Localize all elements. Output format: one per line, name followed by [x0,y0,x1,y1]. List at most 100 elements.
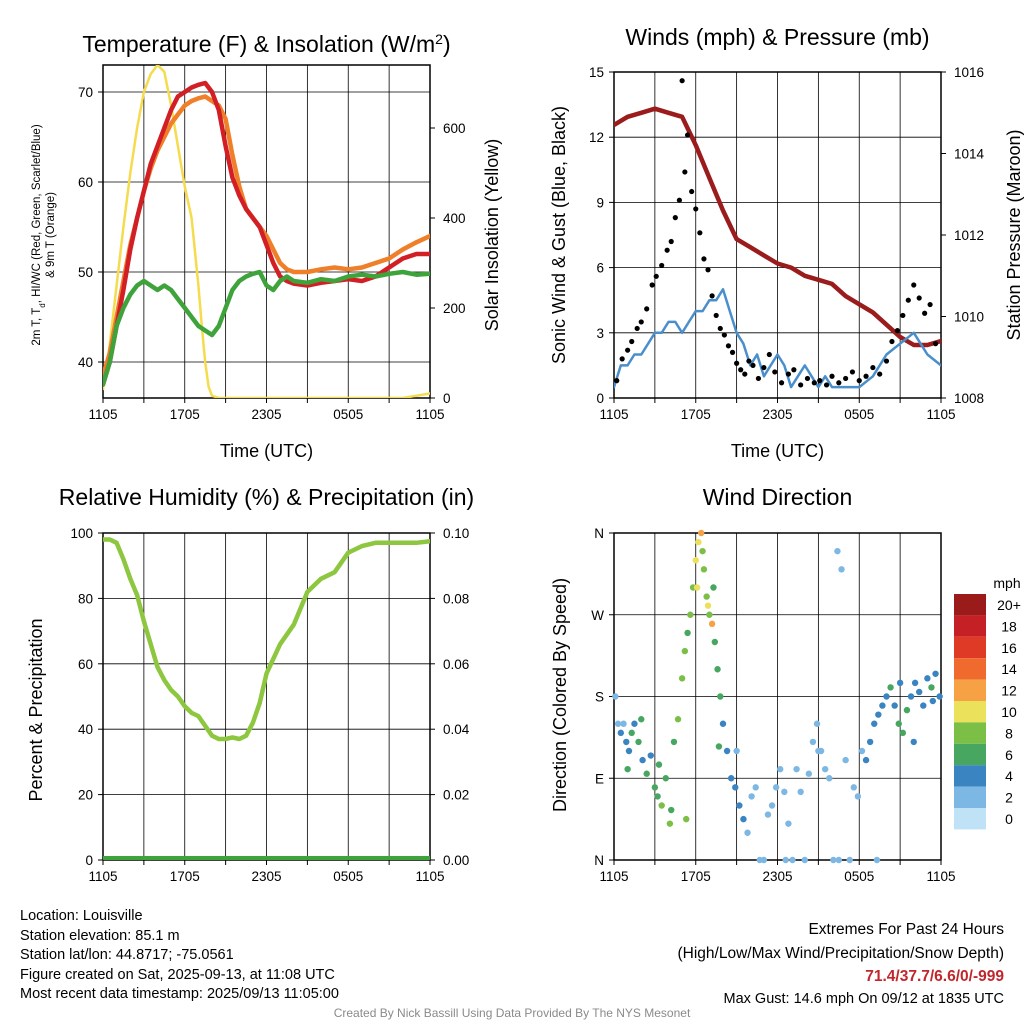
direction-point [639,756,646,764]
direction-point [732,784,739,791]
gust-point [721,332,727,338]
direction-point [715,743,723,750]
direction-point [936,693,943,700]
legend-label: 16 [1001,640,1017,656]
credit-line: Created By Nick Bassill Using Data Provi… [333,1006,691,1020]
y-tick-label: 80 [78,591,93,606]
direction-point [883,693,890,700]
y2-tick-label: 1008 [954,391,984,406]
gust-point [811,380,817,386]
direction-point [748,793,755,800]
x-tick-label: 1105 [415,869,444,884]
y2-tick-label: 600 [443,121,466,136]
direction-point [662,775,669,782]
gust-point [916,295,922,301]
direction-point [699,547,706,555]
extremes-subtitle: (High/Low/Max Wind/Precipitation/Snow De… [677,944,1005,962]
gust-point [877,371,883,377]
gust-point [843,375,849,382]
x-tick-label: 1105 [926,407,955,422]
direction-point [813,720,821,727]
direction-point [666,820,674,827]
y2-tick-label: 0.02 [443,788,469,803]
direction-point [785,820,792,827]
x-axis-title: Time (UTC) [731,441,824,461]
direction-point [871,720,878,727]
chart-panel-4 [609,529,986,865]
gust-point [679,78,685,84]
y-tick-label: 100 [70,526,93,541]
legend-swatch [954,808,986,830]
direction-point [838,566,845,573]
gust-point [734,360,740,366]
gust-point [664,247,670,253]
direction-point [928,684,935,691]
gust-point [927,301,933,308]
legend-label: 14 [1001,661,1017,677]
y-axis-title: Direction (Colored By Speed) [550,578,570,812]
direction-point [684,629,691,637]
direction-point [703,593,710,600]
y-tick-label: N [594,526,604,541]
y-tick-label: 12 [589,130,604,145]
extremes-block: Extremes For Past 24 Hours (High/Low/Max… [678,918,1005,1009]
direction-point [879,702,886,709]
title-superscript: 2 [435,31,443,47]
direction-point [617,729,625,737]
legend-label: 10 [1001,704,1017,720]
y-tick-label: 70 [78,85,93,100]
direction-point [711,638,719,646]
legend-label: 20+ [997,597,1021,613]
direction-point [708,620,716,628]
y2-tick-label: 1010 [954,310,984,325]
x-tick-label: 1705 [170,407,200,422]
direction-point [614,720,622,727]
extremes-values: 71.4/37.7/6.6/0/-999 [865,968,1004,985]
x-tick-label: 1105 [599,869,628,884]
gust-point [889,338,895,345]
y2-tick-label: 200 [443,301,466,316]
title-close: ) [443,31,451,57]
direction-point [740,815,747,823]
y-tick-label: S [595,690,604,705]
direction-point [700,566,708,573]
legend-label: 6 [1005,747,1013,763]
gust-point [750,362,756,368]
chart-title: Relative Humidity (%) & Precipitation (i… [59,484,474,510]
direction-point [846,856,853,864]
gust-point [823,382,830,388]
y-axis-title: Sonic Wind & Gust (Blue, Black) [549,106,569,364]
direction-point [651,784,659,791]
y2-axis-title: Station Pressure (Maroon) [1004,129,1024,340]
direction-point [916,688,923,696]
direction-point [695,538,702,546]
direction-point [875,711,882,718]
gust-point [911,282,917,288]
y-tick-label: 3 [596,326,604,341]
y2-tick-label: 0.08 [443,591,469,606]
legend-swatch [954,615,986,637]
y2-tick-label: 0.10 [443,526,469,541]
series-line-1 [103,65,430,398]
direction-point [797,788,804,796]
direction-point [638,716,645,723]
plot-frame [613,71,942,399]
legend-label: 2 [1005,790,1013,806]
direction-point [932,670,939,677]
direction-point [717,693,724,700]
direction-point [623,738,630,746]
x-tick-label: 2305 [251,407,281,422]
direction-point [858,747,866,755]
direction-point [768,802,776,809]
legend-swatch [954,786,986,808]
direction-point [628,729,635,737]
direction-point [736,802,743,809]
direction-point [772,784,780,791]
legend-label: 12 [1001,683,1017,699]
x-tick-label: 1705 [681,407,711,422]
legend-swatch [954,636,986,659]
gust-point [693,206,699,212]
legend-swatch [954,701,986,723]
direction-point [815,747,822,755]
